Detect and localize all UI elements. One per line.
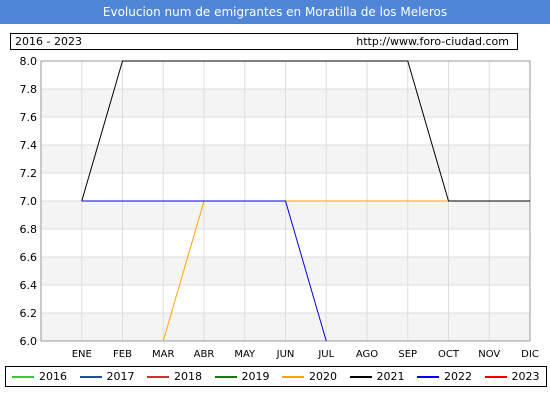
- legend-label: 2016: [39, 370, 67, 383]
- legend-label: 2022: [444, 370, 472, 383]
- legend-label: 2020: [309, 370, 337, 383]
- series-line-2022: [81, 200, 327, 342]
- y-tick-label: 6.6: [20, 251, 38, 264]
- legend-swatch: [282, 376, 304, 378]
- legend-label: 2019: [241, 370, 270, 383]
- legend-swatch: [484, 376, 507, 378]
- y-tick-label: 7.4: [20, 139, 38, 152]
- x-tick-label: DIC: [521, 349, 539, 360]
- legend-swatch: [214, 376, 237, 378]
- x-tick-label: MAR: [152, 349, 174, 360]
- y-tick-label: 7.2: [20, 167, 38, 180]
- info-box: 2016 - 2023 http://www.foro-ciudad.com: [10, 33, 518, 50]
- chart-title: Evolucion num de emigrantes en Moratilla…: [102, 5, 448, 19]
- x-tick-label: SEP: [398, 349, 417, 360]
- legend: 2016 2017 2018 2019 2020 2021 2022 2023: [5, 366, 547, 387]
- y-tick-label: 7.0: [20, 195, 38, 208]
- legend-swatch: [147, 376, 169, 378]
- legend-swatch: [12, 376, 34, 378]
- legend-swatch: [349, 376, 372, 378]
- x-tick-label: ENE: [72, 349, 92, 360]
- x-tick-label: AGO: [356, 349, 378, 360]
- series-line-2021: [81, 60, 530, 202]
- legend-label: 2021: [376, 370, 405, 383]
- legend-label: 2018: [174, 370, 202, 383]
- x-tick-label: FEB: [113, 349, 132, 360]
- y-tick-label: 6.0: [20, 335, 38, 348]
- y-tick-label: 6.4: [20, 279, 38, 292]
- legend-swatch: [417, 376, 439, 378]
- legend-label: 2023: [511, 370, 540, 383]
- x-tick-label: JUL: [317, 349, 334, 360]
- y-tick-label: 7.8: [20, 83, 38, 96]
- x-tick-label: MAY: [234, 349, 256, 360]
- legend-label: 2017: [106, 370, 135, 383]
- y-tick-label: 6.2: [20, 307, 38, 320]
- source-url: http://www.foro-ciudad.com: [356, 35, 509, 48]
- legend-swatch: [79, 376, 102, 378]
- y-tick-label: 7.6: [20, 111, 38, 124]
- x-tick-label: ABR: [194, 349, 215, 360]
- y-tick-label: 6.8: [20, 223, 38, 236]
- chart-title-bar: Evolucion num de emigrantes en Moratilla…: [0, 0, 550, 24]
- y-tick-label: 8.0: [20, 55, 38, 68]
- x-tick-label: JUN: [276, 349, 295, 360]
- x-tick-label: NOV: [478, 349, 500, 360]
- period-label: 2016 - 2023: [15, 35, 82, 48]
- x-tick-label: OCT: [438, 349, 460, 360]
